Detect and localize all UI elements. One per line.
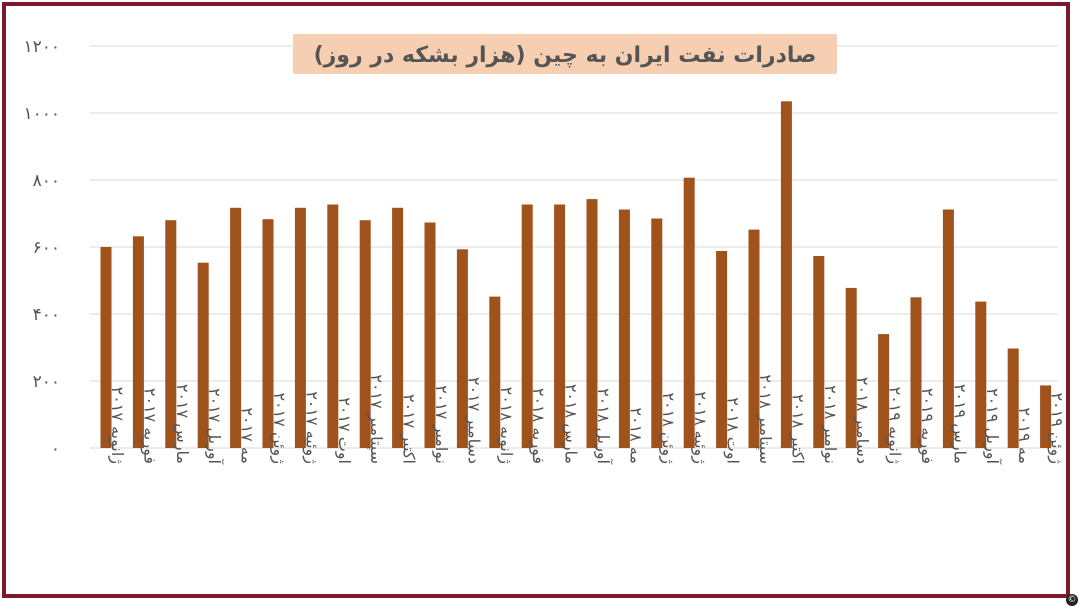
y-tick-label: ۲۰۰: [33, 372, 60, 392]
bar: [262, 219, 274, 448]
x-tick-label: ژانویه ۲۰۱۸: [496, 387, 516, 465]
x-tick-label: اکتبر ۲۰۱۸: [787, 394, 807, 464]
x-tick-label: آوریل ۲۰۱۹: [982, 388, 1002, 465]
bar: [813, 256, 825, 448]
bar: [878, 334, 890, 448]
chart-title-group: صادرات نفت ایران به چین (هزار بشکه در رو…: [293, 34, 837, 74]
x-tick-label: ژوئن ۲۰۱۹: [1047, 392, 1067, 464]
gridlines: [90, 45, 1058, 449]
bar: [327, 204, 339, 448]
x-tick-label: اوت ۲۰۱۸: [723, 397, 743, 464]
y-tick-label: ۸۰۰: [33, 171, 60, 191]
x-tick-label: ژوئن ۲۰۱۷: [269, 392, 289, 464]
bar: [294, 207, 306, 448]
x-tick-label: ژوئن ۲۰۱۸: [658, 392, 678, 464]
chart-frame: [2, 2, 1070, 598]
bar: [1007, 348, 1019, 448]
x-tick-label: ژانویه ۲۰۱۷: [107, 387, 127, 465]
x-tick-label: آوریل ۲۰۱۷: [204, 388, 224, 465]
x-tick-label: اکتبر ۲۰۱۷: [399, 394, 419, 464]
copyright-icon: ©: [1066, 594, 1078, 606]
x-axis-ticks: ژانویه ۲۰۱۷ فوریه ۲۰۱۷ مارس ۲۰۱۷ آوریل ۲۰۱۷…: [107, 374, 1067, 465]
bar: [554, 204, 566, 448]
bar: [1040, 385, 1052, 448]
y-tick-label: ۱۲۰۰: [23, 37, 60, 57]
bar: [230, 207, 242, 448]
bar: [521, 204, 533, 448]
x-tick-label: ژانویه ۲۰۱۹: [885, 387, 905, 465]
y-tick-label: ۴۰۰: [33, 305, 60, 325]
x-tick-label: ژوئیه ۲۰۱۷: [301, 391, 321, 464]
bar: [586, 199, 598, 448]
x-tick-label: فوریه ۲۰۱۸: [528, 388, 548, 464]
chart-title-background: [293, 34, 837, 74]
x-tick-label: سپتامبر ۲۰۱۷: [366, 374, 386, 464]
x-tick-label: مارس ۲۰۱۷: [172, 384, 192, 464]
x-tick-label: مه ۲۰۱۹: [1015, 407, 1034, 464]
x-tick-label: مه ۲۰۱۷: [238, 407, 257, 464]
bar: [780, 101, 792, 449]
chart-title: صادرات نفت ایران به چین (هزار بشکه در رو…: [314, 43, 817, 68]
x-tick-label: سپتامبر ۲۰۱۸: [755, 374, 775, 464]
x-tick-label: فوریه ۲۰۱۹: [917, 388, 937, 464]
bar: [456, 249, 468, 448]
bar: [100, 247, 112, 448]
bar: [132, 236, 144, 448]
x-tick-label: دسامبر ۲۰۱۸: [852, 377, 872, 464]
x-tick-label: اوت ۲۰۱۷: [334, 397, 354, 464]
bar: [359, 220, 371, 448]
bar: [424, 222, 436, 448]
x-tick-label: مارس ۲۰۱۸: [561, 384, 581, 464]
bars: [100, 101, 1052, 449]
bar: [489, 296, 501, 448]
bar: [683, 177, 695, 448]
bar: [910, 297, 922, 449]
bar: [975, 301, 987, 448]
x-tick-label: نوامبر ۲۰۱۷: [431, 385, 451, 464]
bar: [845, 287, 857, 448]
bar: [651, 218, 663, 448]
x-tick-label: دسامبر ۲۰۱۷: [463, 377, 483, 464]
x-tick-label: نوامبر ۲۰۱۸: [820, 385, 840, 464]
x-tick-label: آوریل ۲۰۱۸: [593, 388, 613, 465]
bar: [197, 262, 209, 448]
bar: [748, 229, 760, 448]
y-tick-label: ۰: [51, 439, 60, 459]
y-tick-label: ۱۰۰۰: [23, 104, 60, 124]
x-tick-label: فوریه ۲۰۱۷: [139, 388, 159, 464]
x-tick-label: مه ۲۰۱۸: [626, 407, 645, 464]
bar: [392, 207, 404, 448]
bar: [165, 220, 177, 448]
x-tick-label: ژوئیه ۲۰۱۸: [690, 391, 710, 464]
bar: [716, 251, 728, 448]
bar: [618, 209, 630, 448]
x-tick-label: مارس ۲۰۱۹: [949, 384, 969, 464]
y-tick-label: ۶۰۰: [33, 238, 60, 258]
y-axis-ticks: ۰ ۲۰۰ ۴۰۰ ۶۰۰ ۸۰۰ ۱۰۰۰ ۱۲۰۰: [23, 37, 60, 459]
bar: [942, 209, 954, 448]
